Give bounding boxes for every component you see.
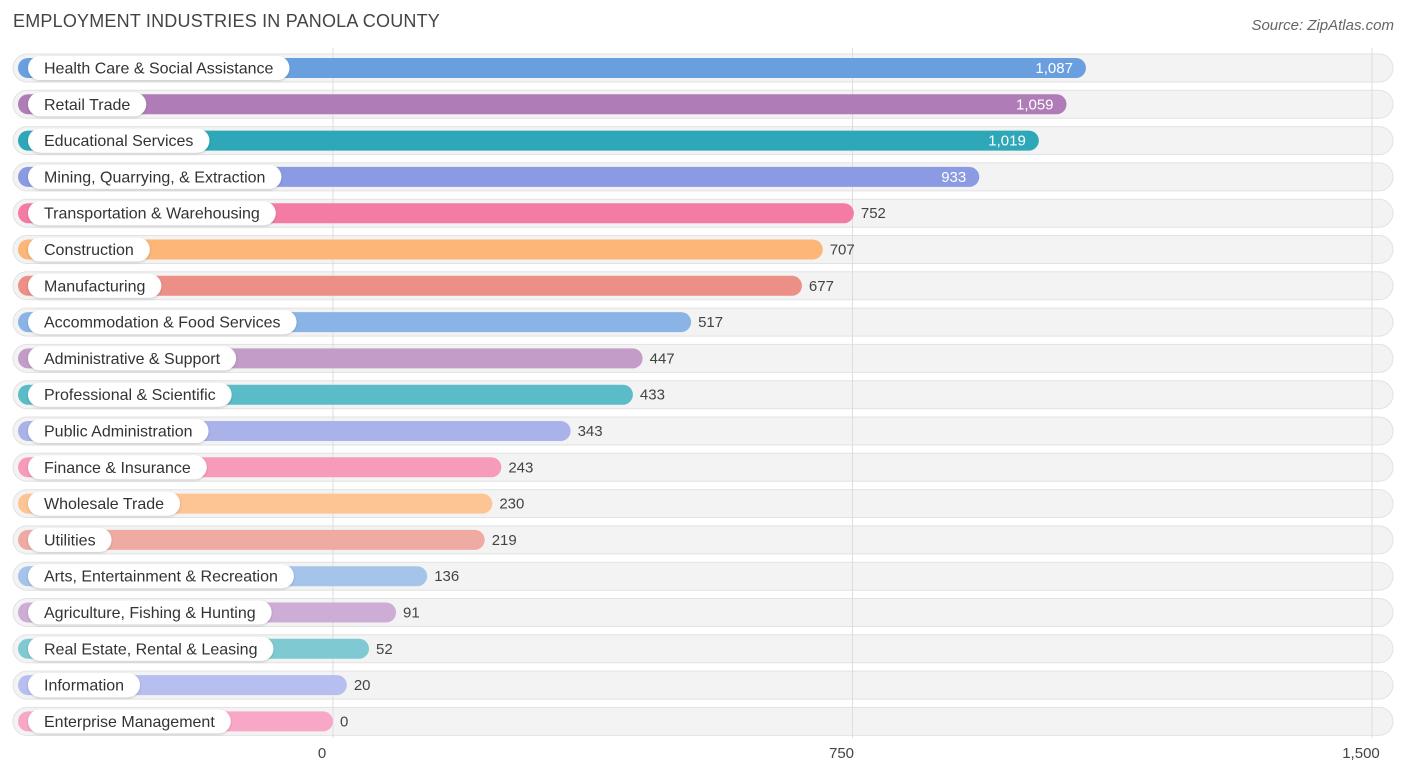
category-label: Manufacturing [44, 278, 145, 295]
category-label: Retail Trade [44, 97, 130, 114]
bar [18, 529, 485, 550]
value-label: 1,019 [988, 133, 1026, 150]
category-label: Information [44, 678, 124, 695]
bar-row: Wholesale Trade 230 [18, 491, 524, 516]
chart-title: EMPLOYMENT INDUSTRIES IN PANOLA COUNTY [13, 11, 441, 31]
category-label-pill [28, 491, 181, 516]
category-label-pill [28, 310, 297, 335]
value-label: 20 [354, 677, 371, 694]
category-label-pill [28, 419, 209, 443]
bar-row: Real Estate, Rental & Leasing 52 [18, 636, 393, 661]
bar-row: Mining, Quarrying, & Extraction 933 [18, 164, 980, 189]
category-label: Public Administration [44, 424, 193, 441]
value-label: 707 [830, 242, 855, 259]
category-label: Agriculture, Fishing & Hunting [44, 605, 256, 622]
category-label: Real Estate, Rental & Leasing [44, 641, 257, 658]
value-label: 933 [941, 169, 966, 186]
category-label: Accommodation & Food Services [44, 315, 281, 332]
category-label: Utilities [44, 532, 96, 549]
value-label: 91 [403, 605, 420, 622]
bar-row: Information 20 [18, 673, 371, 698]
bar-row: Public Administration 343 [18, 419, 603, 443]
category-label: Transportation & Warehousing [44, 206, 260, 223]
value-label: 243 [508, 459, 533, 476]
value-label: 517 [698, 314, 723, 331]
category-label-pill [28, 455, 207, 480]
category-label-pill [28, 56, 290, 80]
value-label: 752 [861, 205, 886, 222]
category-label-pill [28, 92, 147, 117]
category-label: Professional & Scientific [44, 387, 216, 404]
bar-row: Construction 707 [18, 237, 855, 262]
value-label: 1,059 [1016, 96, 1054, 113]
category-label: Finance & Insurance [44, 460, 191, 477]
value-label: 136 [434, 568, 459, 585]
source-label: Source: ZipAtlas.com [1251, 17, 1394, 34]
category-label-pill [28, 673, 141, 698]
bar-row: Finance & Insurance 243 [18, 455, 533, 480]
category-label: Arts, Entertainment & Recreation [44, 569, 278, 586]
value-label: 1,087 [1035, 60, 1073, 77]
category-label: Educational Services [44, 133, 193, 150]
value-label: 433 [640, 387, 665, 404]
category-label-pill [28, 600, 272, 625]
value-label: 52 [376, 641, 393, 658]
bar-row: Accommodation & Food Services 517 [18, 310, 723, 335]
category-label-pill [28, 564, 294, 589]
x-tick-label: 1,500 [1342, 745, 1380, 762]
category-label: Administrative & Support [44, 351, 221, 368]
bar-row: Retail Trade 1,059 [18, 92, 1067, 117]
bar-row: Utilities 219 [18, 527, 517, 552]
bar-row: Enterprise Management 0 [18, 709, 348, 734]
bar-row: Agriculture, Fishing & Hunting 91 [18, 600, 420, 625]
category-label-pill [28, 237, 150, 262]
bar-row: Transportation & Warehousing 752 [18, 201, 886, 226]
bar-row: Arts, Entertainment & Recreation 136 [18, 564, 459, 589]
bar [18, 94, 1067, 115]
category-label-pill [28, 636, 274, 661]
category-label: Construction [44, 242, 134, 259]
category-label-pill [28, 201, 276, 226]
bar [18, 275, 802, 296]
value-label: 0 [340, 713, 348, 730]
bar-row: Educational Services 1,019 [18, 128, 1039, 153]
category-label: Wholesale Trade [44, 496, 164, 513]
category-label-pill [28, 382, 232, 407]
category-label: Enterprise Management [44, 714, 215, 731]
value-label: 219 [492, 532, 517, 549]
x-tick-label: 0 [318, 745, 326, 762]
bar-row: Professional & Scientific 433 [18, 382, 665, 407]
bar [18, 239, 823, 260]
category-label-pill [28, 164, 282, 189]
value-label: 447 [650, 350, 675, 367]
category-label-pill [28, 128, 210, 153]
value-label: 230 [499, 496, 524, 513]
category-label-pill [28, 709, 231, 734]
category-label: Health Care & Social Assistance [44, 61, 274, 78]
row-track [12, 706, 1394, 736]
category-label-pill [28, 346, 237, 371]
bar-row: Administrative & Support 447 [18, 346, 675, 371]
bar-row: Manufacturing 677 [18, 273, 834, 298]
value-label: 343 [578, 423, 603, 440]
bar [18, 130, 1039, 151]
bar-row: Health Care & Social Assistance 1,087 [18, 56, 1086, 80]
category-label-pill [28, 273, 162, 298]
x-tick-label: 750 [829, 745, 854, 762]
category-label-pill [28, 527, 112, 552]
category-label: Mining, Quarrying, & Extraction [44, 169, 265, 186]
value-label: 677 [809, 278, 834, 295]
row-track [12, 670, 1394, 700]
